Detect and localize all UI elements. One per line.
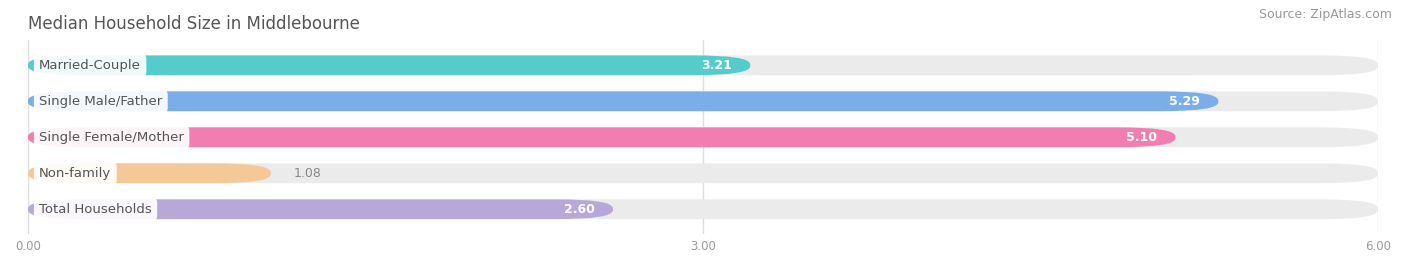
- Text: Median Household Size in Middlebourne: Median Household Size in Middlebourne: [28, 15, 360, 33]
- Text: Non-family: Non-family: [39, 167, 111, 180]
- FancyBboxPatch shape: [28, 91, 1218, 111]
- Text: 3.21: 3.21: [702, 59, 733, 72]
- Text: 1.08: 1.08: [294, 167, 322, 180]
- Text: 5.29: 5.29: [1170, 95, 1201, 108]
- FancyBboxPatch shape: [28, 91, 1378, 111]
- Text: Single Male/Father: Single Male/Father: [39, 95, 163, 108]
- Text: 2.60: 2.60: [564, 203, 595, 216]
- FancyBboxPatch shape: [28, 55, 1378, 75]
- Text: Source: ZipAtlas.com: Source: ZipAtlas.com: [1258, 8, 1392, 21]
- FancyBboxPatch shape: [28, 199, 613, 219]
- FancyBboxPatch shape: [28, 127, 1175, 147]
- FancyBboxPatch shape: [28, 199, 1378, 219]
- FancyBboxPatch shape: [28, 127, 1378, 147]
- FancyBboxPatch shape: [28, 163, 1378, 183]
- Text: Single Female/Mother: Single Female/Mother: [39, 131, 184, 144]
- Text: Married-Couple: Married-Couple: [39, 59, 141, 72]
- FancyBboxPatch shape: [28, 163, 271, 183]
- Text: Total Households: Total Households: [39, 203, 152, 216]
- Text: 5.10: 5.10: [1126, 131, 1157, 144]
- FancyBboxPatch shape: [28, 55, 751, 75]
